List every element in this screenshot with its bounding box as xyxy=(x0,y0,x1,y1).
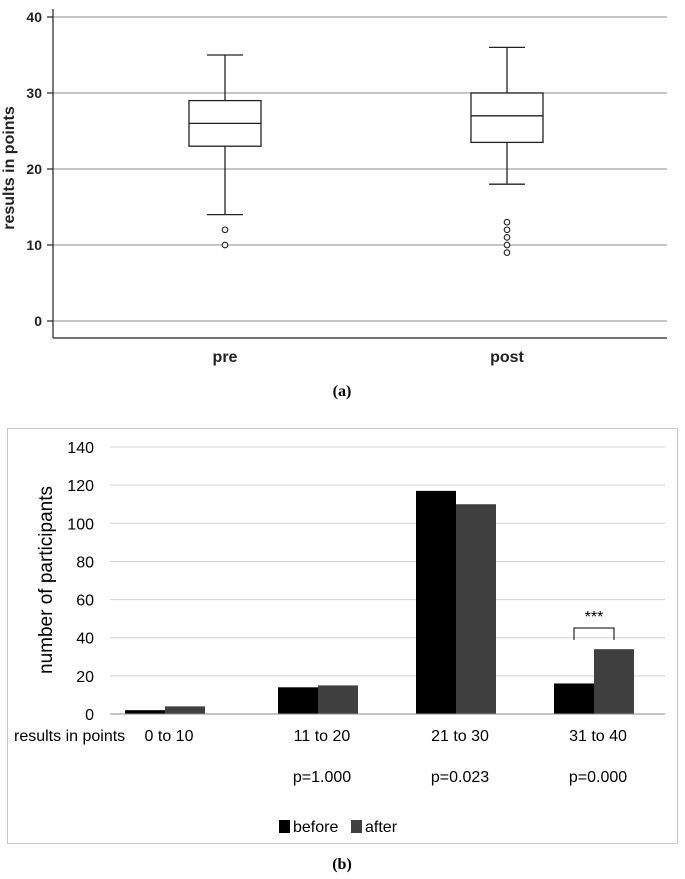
iqr-box xyxy=(470,92,544,144)
outlier-point xyxy=(503,226,511,234)
boxplot-y-axis-title: results in points xyxy=(1,106,18,230)
barchart-y-tick-label: 120 xyxy=(67,478,94,495)
panel-b-caption: (b) xyxy=(332,856,352,873)
box-pre xyxy=(188,54,262,249)
boxplot-y-tick-label: 30 xyxy=(26,85,42,101)
barchart-p-values: p=1.000 p=0.023 p=0.000 xyxy=(293,769,627,786)
outlier-point xyxy=(221,226,229,234)
significance-stars: *** xyxy=(585,609,604,626)
barchart-y-tick-labels: 0 20 40 60 80 100 120 140 xyxy=(67,440,94,724)
outlier-point xyxy=(503,249,511,256)
barchart-x-tick-label: 0 to 10 xyxy=(145,728,194,745)
legend-swatch-before xyxy=(279,820,290,833)
barchart-annotations: *** xyxy=(573,609,615,640)
barchart-y-tick-label: 40 xyxy=(76,631,94,648)
outlier-point xyxy=(503,241,511,249)
legend-label-after: after xyxy=(365,819,398,836)
legend-swatch-after xyxy=(351,820,362,833)
box-post xyxy=(470,46,544,256)
bar-before-2 xyxy=(278,687,318,714)
barchart-y-tick-label: 20 xyxy=(76,669,94,686)
barchart-bars xyxy=(125,490,634,714)
bar-after-1 xyxy=(165,706,205,714)
boxplot-x-tick-label: post xyxy=(490,349,524,366)
boxplot-gridlines xyxy=(53,16,667,322)
boxplot-boxes xyxy=(188,46,544,256)
boxplot-y-ticks: 0 10 20 30 40 xyxy=(26,9,53,329)
boxplot-panel: 0 10 20 30 40 pre post results in points (a) xyxy=(1,9,667,400)
legend-label-before: before xyxy=(293,819,338,836)
barchart-x-axis-title: results in points xyxy=(14,728,125,745)
boxplot-y-tick-label: 40 xyxy=(26,9,42,25)
barchart-gridlines xyxy=(110,446,665,677)
bar-after-4 xyxy=(594,649,634,714)
barchart-y-tick-label: 100 xyxy=(67,516,94,533)
barchart-x-tick-labels: 0 to 10 11 to 20 21 to 30 31 to 40 xyxy=(145,728,627,745)
barchart-y-tick-label: 0 xyxy=(85,707,94,724)
boxplot-x-tick-label: pre xyxy=(213,349,238,366)
barchart-y-tick-label: 140 xyxy=(67,440,94,457)
boxplot-y-tick-label: 20 xyxy=(26,161,42,177)
panel-a-caption: (a) xyxy=(333,383,352,400)
bar-after-3 xyxy=(456,504,496,714)
bar-before-1 xyxy=(125,710,165,714)
bar-before-3 xyxy=(416,490,456,714)
outlier-point xyxy=(503,234,511,241)
barchart-x-tick-label: 11 to 20 xyxy=(294,728,351,745)
barchart-p-value: p=0.000 xyxy=(569,769,627,786)
barchart-frame xyxy=(7,428,678,844)
barchart-y-tick-label: 60 xyxy=(76,593,94,610)
significance-bracket xyxy=(573,627,615,640)
outlier-point xyxy=(503,218,511,226)
barchart-x-tick-label: 21 to 30 xyxy=(431,728,489,745)
barchart-legend: before after xyxy=(279,819,398,836)
barchart-p-value: p=0.023 xyxy=(431,769,489,786)
boxplot-y-tick-label: 10 xyxy=(26,237,42,253)
bar-before-4 xyxy=(554,683,594,714)
bar-after-2 xyxy=(318,685,358,714)
barchart-p-value: p=1.000 xyxy=(293,769,351,786)
barchart-y-tick-label: 80 xyxy=(76,554,94,571)
outlier-point xyxy=(221,241,229,249)
boxplot-x-tick-labels: pre post xyxy=(213,349,525,366)
barchart-y-axis-title: number of participants xyxy=(36,486,57,674)
boxplot-y-tick-label: 0 xyxy=(34,313,42,329)
barchart-panel: 0 20 40 60 80 100 120 140 0 to 10 11 to 20 21 to … xyxy=(7,428,678,873)
barchart-x-tick-label: 31 to 40 xyxy=(569,728,627,745)
